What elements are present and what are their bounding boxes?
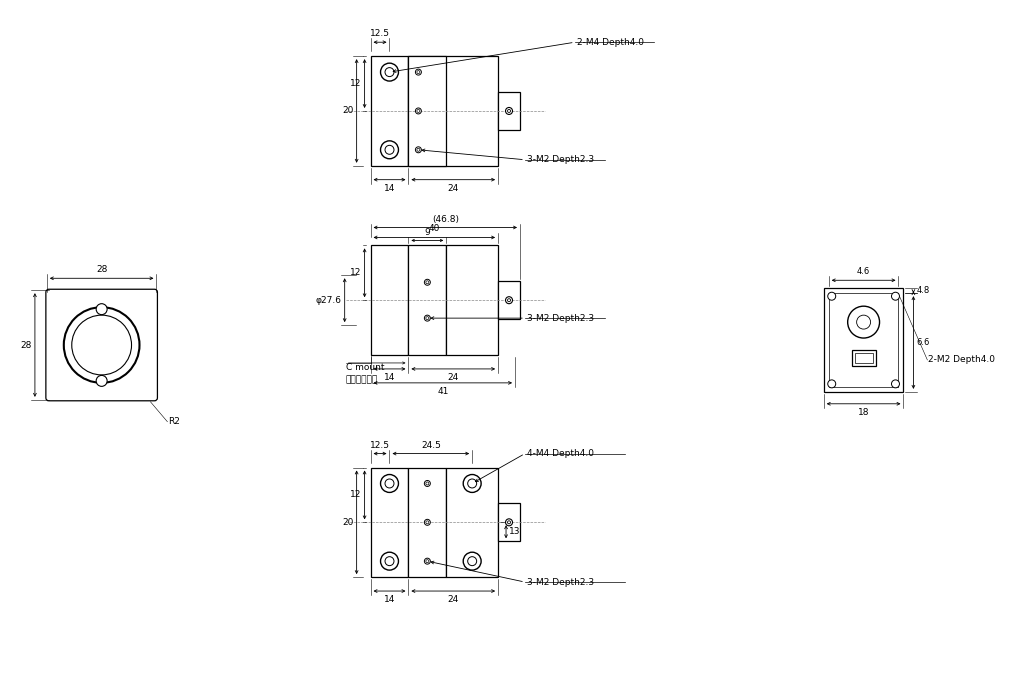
Text: 9: 9 xyxy=(424,228,431,237)
Circle shape xyxy=(508,521,511,524)
Text: 2-M4 Depth4.0: 2-M4 Depth4.0 xyxy=(577,38,644,47)
Bar xyxy=(371,468,409,577)
Text: 18: 18 xyxy=(858,408,869,416)
Bar xyxy=(409,56,499,166)
Circle shape xyxy=(425,281,428,284)
Circle shape xyxy=(415,69,421,75)
Circle shape xyxy=(385,479,394,488)
Text: 28: 28 xyxy=(21,340,32,349)
Circle shape xyxy=(425,482,428,485)
Bar xyxy=(371,56,409,166)
Circle shape xyxy=(508,109,511,113)
Text: 14: 14 xyxy=(384,373,396,382)
Circle shape xyxy=(892,292,899,300)
Bar xyxy=(499,503,520,541)
Circle shape xyxy=(380,552,399,570)
Bar xyxy=(446,468,499,577)
Text: 12.5: 12.5 xyxy=(370,440,390,449)
Text: 3-M2 Depth2.3: 3-M2 Depth2.3 xyxy=(527,155,594,164)
Circle shape xyxy=(380,141,399,159)
Circle shape xyxy=(506,519,513,526)
Bar xyxy=(409,468,446,577)
Text: 3-M2 Depth2.3: 3-M2 Depth2.3 xyxy=(527,578,594,587)
Text: 対面同一形穂: 対面同一形穂 xyxy=(346,375,378,384)
Circle shape xyxy=(828,292,835,300)
Circle shape xyxy=(96,304,107,314)
Bar xyxy=(82,331,121,359)
Circle shape xyxy=(415,147,421,153)
Bar xyxy=(499,281,520,319)
Text: 12: 12 xyxy=(350,268,362,277)
Text: 14: 14 xyxy=(384,183,396,192)
Text: 12: 12 xyxy=(350,491,362,499)
Circle shape xyxy=(385,146,394,154)
Circle shape xyxy=(425,560,428,563)
Circle shape xyxy=(424,315,431,321)
Bar xyxy=(499,92,520,130)
Text: 28: 28 xyxy=(96,265,107,274)
Circle shape xyxy=(64,307,139,383)
Bar xyxy=(855,353,872,363)
Text: 20: 20 xyxy=(342,518,353,527)
Circle shape xyxy=(415,108,421,114)
Circle shape xyxy=(385,68,394,76)
Circle shape xyxy=(424,519,431,525)
Circle shape xyxy=(508,299,511,302)
Circle shape xyxy=(424,480,431,486)
Circle shape xyxy=(848,306,880,338)
Text: 12.5: 12.5 xyxy=(370,29,390,38)
Text: 24.5: 24.5 xyxy=(421,440,441,449)
Circle shape xyxy=(468,479,477,488)
Text: 24: 24 xyxy=(448,373,459,382)
Text: 6.6: 6.6 xyxy=(917,338,930,347)
Text: 2-M2 Depth4.0: 2-M2 Depth4.0 xyxy=(928,356,995,365)
Circle shape xyxy=(424,558,431,564)
Text: 40: 40 xyxy=(428,225,440,234)
Text: R2: R2 xyxy=(168,417,180,426)
Text: 13: 13 xyxy=(509,527,520,536)
Circle shape xyxy=(828,380,835,388)
FancyBboxPatch shape xyxy=(46,289,158,401)
Circle shape xyxy=(72,315,132,375)
Circle shape xyxy=(96,375,107,386)
Text: 14: 14 xyxy=(384,595,396,604)
Circle shape xyxy=(468,556,477,566)
Bar xyxy=(446,246,499,355)
Text: 24: 24 xyxy=(448,595,459,604)
Circle shape xyxy=(857,315,870,329)
Circle shape xyxy=(380,475,399,492)
Circle shape xyxy=(380,63,399,81)
Bar xyxy=(409,246,446,355)
Text: (46.8): (46.8) xyxy=(432,214,458,223)
Text: 4-M4 Depth4.0: 4-M4 Depth4.0 xyxy=(527,449,594,458)
Circle shape xyxy=(425,316,428,320)
Text: 3-M2 Depth2.3: 3-M2 Depth2.3 xyxy=(527,314,594,323)
Text: φ27.6: φ27.6 xyxy=(315,295,342,304)
Circle shape xyxy=(892,380,899,388)
Circle shape xyxy=(506,297,513,304)
Bar xyxy=(824,288,903,392)
Circle shape xyxy=(464,552,481,570)
Bar xyxy=(829,293,898,387)
Text: 24: 24 xyxy=(448,183,459,192)
Circle shape xyxy=(506,108,513,114)
Circle shape xyxy=(417,148,420,151)
Circle shape xyxy=(417,71,420,74)
Bar xyxy=(852,350,876,366)
Circle shape xyxy=(424,279,431,286)
Text: 4.6: 4.6 xyxy=(857,267,870,276)
Circle shape xyxy=(417,109,420,113)
Text: 20: 20 xyxy=(342,106,353,116)
Circle shape xyxy=(385,556,394,566)
Bar xyxy=(371,246,409,355)
Text: 12: 12 xyxy=(350,79,362,88)
Circle shape xyxy=(464,475,481,492)
Text: 4.8: 4.8 xyxy=(917,286,930,295)
Circle shape xyxy=(425,521,428,524)
Text: 41: 41 xyxy=(437,387,448,396)
Text: C mount: C mount xyxy=(346,363,384,372)
Bar xyxy=(409,56,446,166)
